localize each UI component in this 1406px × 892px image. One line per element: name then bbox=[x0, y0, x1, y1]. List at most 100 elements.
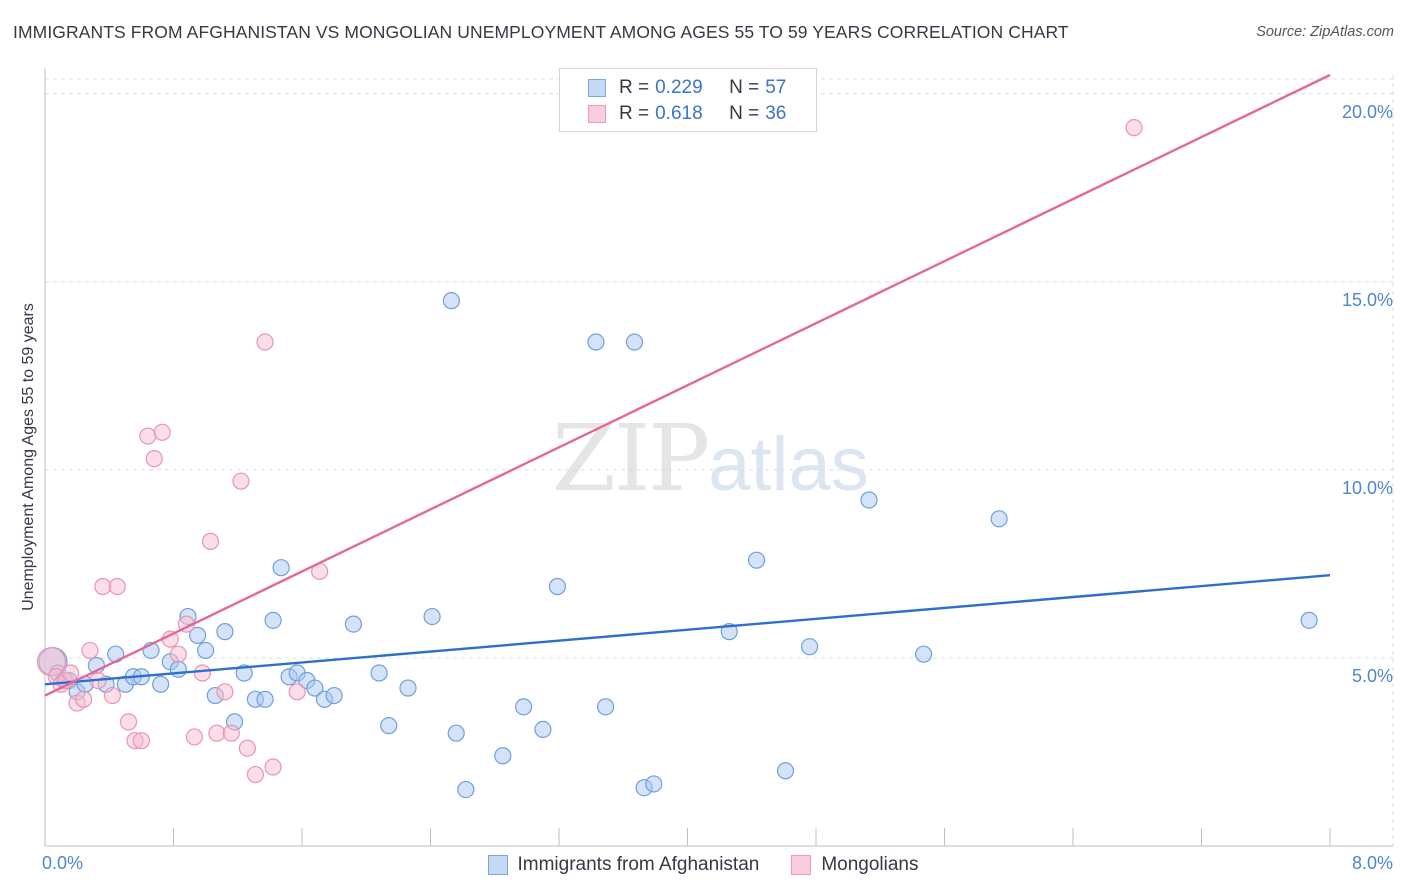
data-point bbox=[306, 679, 324, 697]
legend-label-afghanistan: Immigrants from Afghanistan bbox=[517, 854, 760, 875]
data-point bbox=[169, 645, 187, 663]
watermark-atlas: atlas bbox=[708, 422, 869, 507]
y-tick-label: 5.0% bbox=[1352, 666, 1393, 686]
data-point bbox=[264, 611, 282, 629]
data-point bbox=[344, 615, 362, 633]
data-point bbox=[515, 698, 533, 716]
watermark-zip: ZIP bbox=[552, 405, 710, 512]
legend-n-value: 57 bbox=[765, 77, 787, 98]
gridlines bbox=[45, 75, 1394, 846]
data-point bbox=[201, 532, 220, 550]
legend-swatch-pink bbox=[588, 105, 606, 123]
data-point bbox=[188, 626, 207, 644]
data-point bbox=[222, 724, 240, 742]
data-point bbox=[145, 450, 163, 468]
trend-lines bbox=[44, 73, 1331, 697]
data-point bbox=[81, 641, 99, 660]
data-point bbox=[596, 698, 615, 716]
data-point bbox=[197, 641, 215, 660]
data-point bbox=[139, 427, 157, 445]
data-point bbox=[800, 638, 819, 656]
data-point bbox=[153, 423, 171, 441]
data-point bbox=[587, 333, 605, 351]
series-afghanistan-points bbox=[38, 292, 1318, 799]
legend-item-afghanistan[interactable]: Immigrants from Afghanistan bbox=[487, 854, 760, 876]
data-point bbox=[208, 724, 226, 742]
series-legend: Immigrants from Afghanistan Mongolians bbox=[0, 852, 1406, 878]
data-point bbox=[74, 690, 93, 708]
legend-r-value: 0.229 bbox=[655, 77, 703, 98]
legend-swatch-blue bbox=[588, 79, 606, 97]
tick-labels: 5.0% 10.0% 15.0% 20.0% 0.0% 8.0% bbox=[42, 102, 1393, 873]
data-point bbox=[423, 607, 441, 626]
legend-item-mongolians[interactable]: Mongolians bbox=[791, 854, 919, 876]
data-point bbox=[747, 551, 766, 569]
legend-n-value: 36 bbox=[765, 103, 787, 124]
legend-n-label: N = bbox=[729, 77, 760, 98]
data-point bbox=[534, 720, 552, 739]
data-point bbox=[288, 683, 306, 701]
data-point bbox=[915, 645, 933, 663]
data-point bbox=[447, 724, 465, 742]
data-point bbox=[399, 679, 417, 697]
y-axis-title: Unemployment Among Ages 55 to 59 years bbox=[20, 303, 37, 611]
data-point bbox=[216, 683, 234, 701]
legend-row-afghanistan: R = 0.229 N = 57 bbox=[588, 76, 786, 100]
data-point bbox=[776, 762, 795, 780]
data-point bbox=[119, 713, 138, 731]
data-point bbox=[193, 664, 212, 682]
data-point bbox=[1125, 119, 1143, 137]
chart-title: IMMIGRANTS FROM AFGHANISTAN VS MONGOLIAN… bbox=[13, 22, 1069, 42]
data-point bbox=[264, 758, 282, 776]
data-point bbox=[256, 690, 274, 708]
watermark: ZIPatlas bbox=[552, 405, 869, 512]
legend-row-mongolians: R = 0.618 N = 36 bbox=[588, 102, 786, 126]
data-point bbox=[216, 623, 234, 641]
data-point bbox=[235, 664, 253, 682]
data-point bbox=[548, 577, 566, 596]
data-point bbox=[645, 775, 663, 793]
data-point bbox=[370, 664, 388, 682]
y-tick-label: 20.0% bbox=[1342, 102, 1393, 122]
data-point bbox=[185, 728, 203, 746]
data-point bbox=[1300, 611, 1318, 629]
data-point bbox=[256, 333, 274, 351]
legend-swatch-pink bbox=[791, 855, 812, 875]
correlation-legend: R = 0.229 N = 57 R = 0.618 N = 36 bbox=[559, 68, 817, 132]
legend-label-mongolians: Mongolians bbox=[821, 854, 919, 875]
data-point bbox=[232, 472, 250, 490]
y-tick-label: 10.0% bbox=[1342, 478, 1393, 498]
x-tick-label-max: 8.0% bbox=[1352, 853, 1393, 873]
data-point bbox=[457, 780, 475, 799]
data-point bbox=[272, 559, 290, 577]
axes bbox=[44, 68, 1393, 847]
data-point bbox=[62, 664, 80, 682]
trend-line-afghanistan bbox=[44, 574, 1331, 686]
data-point bbox=[494, 747, 512, 765]
data-point bbox=[325, 686, 343, 705]
data-point bbox=[108, 577, 126, 596]
legend-swatch-blue bbox=[487, 855, 508, 875]
y-tick-label: 15.0% bbox=[1342, 290, 1393, 310]
data-point bbox=[169, 660, 187, 678]
source-label: Source: ZipAtlas.com bbox=[1256, 24, 1394, 40]
legend-n-label: N = bbox=[729, 103, 760, 124]
data-point bbox=[94, 577, 112, 596]
legend-r-value: 0.618 bbox=[655, 103, 703, 124]
data-point bbox=[860, 491, 878, 509]
data-point bbox=[625, 333, 644, 351]
data-point bbox=[238, 739, 256, 757]
data-point bbox=[990, 510, 1008, 528]
legend-r-label: R = bbox=[619, 77, 650, 98]
data-point bbox=[152, 675, 170, 693]
legend-r-label: R = bbox=[619, 103, 650, 124]
data-point bbox=[103, 686, 122, 705]
data-point bbox=[132, 732, 150, 750]
x-tick-label-min: 0.0% bbox=[42, 853, 83, 873]
trend-line-mongolians bbox=[44, 73, 1331, 697]
data-point bbox=[380, 717, 398, 735]
series-mongolians-points bbox=[36, 119, 1143, 784]
data-point bbox=[442, 292, 460, 310]
data-point bbox=[246, 765, 265, 784]
